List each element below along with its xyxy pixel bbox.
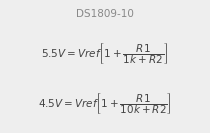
- Text: $4.5V = Vref\left[1 + \dfrac{R1}{10k + R2}\right]$: $4.5V = Vref\left[1 + \dfrac{R1}{10k + R…: [38, 91, 172, 116]
- Text: $5.5V = Vref\left[1 + \dfrac{R1}{1k + R2}\right]$: $5.5V = Vref\left[1 + \dfrac{R1}{1k + R2…: [41, 41, 169, 66]
- Text: DS1809-10: DS1809-10: [76, 9, 134, 19]
